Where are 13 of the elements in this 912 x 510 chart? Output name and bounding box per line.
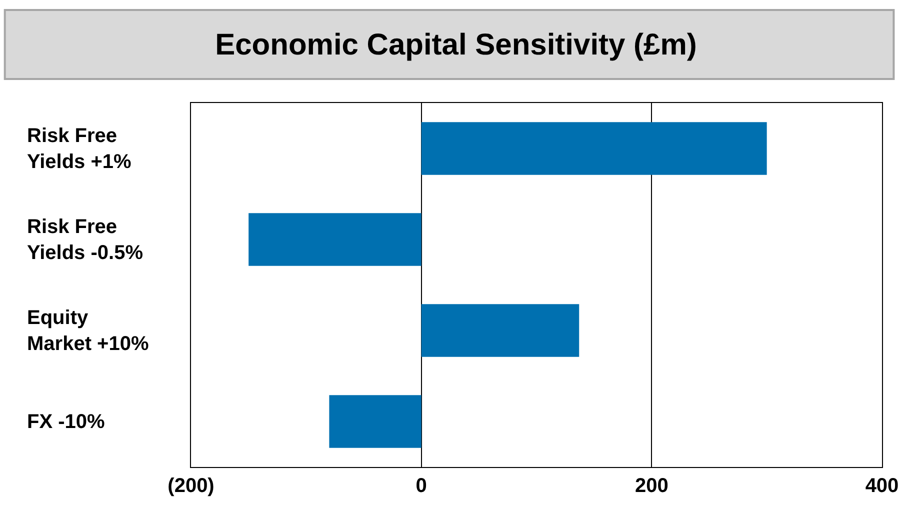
y-tick-label: FX -10% [27,411,106,433]
bar [421,122,767,175]
y-tick-label: Risk Free Yields -0.5% [27,216,144,264]
x-tick-label: 0 [416,475,427,497]
y-tick-label: Equity Market +10% [27,307,149,355]
x-tick-label: (200) [168,475,214,497]
x-tick-label: 400 [865,475,899,497]
x-tick-label: 200 [634,475,668,497]
y-tick-label: Risk Free Yields +1% [27,125,132,173]
chart-title: Economic Capital Sensitivity (£m) [215,28,697,62]
bar [421,304,580,357]
bar [248,213,422,266]
bar [329,395,422,448]
